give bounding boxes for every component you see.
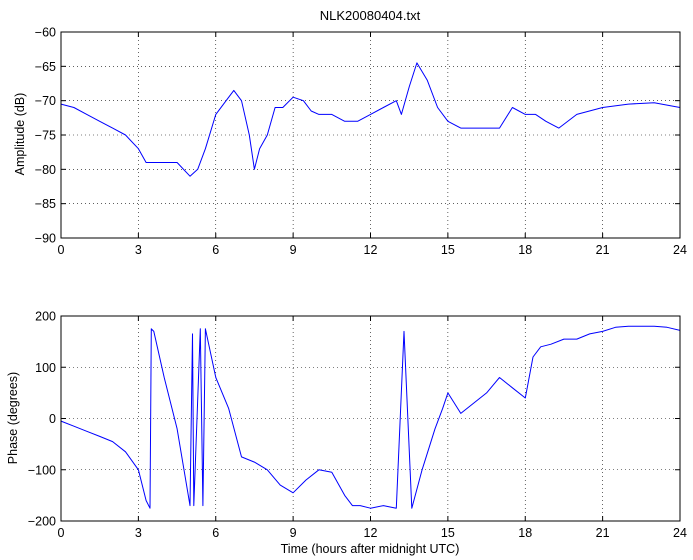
phase-y-axis-label: Phase (degrees) <box>6 372 20 464</box>
y-tick-label: −60 <box>35 26 56 40</box>
phase-panel: Phase (degrees) Time (hours after midnig… <box>6 310 687 557</box>
x-tick-label: 6 <box>212 243 219 257</box>
amplitude-y-axis-label: Amplitude (dB) <box>13 93 27 176</box>
y-tick-label: 100 <box>35 361 56 375</box>
x-tick-label: 0 <box>58 526 65 540</box>
phase-series-line <box>60 325 681 509</box>
x-tick-label: 24 <box>673 243 687 257</box>
x-tick-label: 6 <box>212 526 219 540</box>
y-tick-label: −65 <box>35 60 56 74</box>
chart-title: NLK20080404.txt <box>320 8 421 23</box>
phase-x-axis-label: Time (hours after midnight UTC) <box>281 542 460 556</box>
y-tick-label: 200 <box>35 310 56 324</box>
x-tick-label: 21 <box>596 526 610 540</box>
y-tick-label: −100 <box>28 463 56 477</box>
x-tick-label: 15 <box>441 243 455 257</box>
y-tick-label: −90 <box>35 232 56 246</box>
x-tick-label: 21 <box>596 243 610 257</box>
y-tick-label: 0 <box>49 412 56 426</box>
amplitude-series-line <box>60 62 681 177</box>
y-tick-label: −75 <box>35 129 56 143</box>
y-tick-label: −200 <box>28 515 56 529</box>
x-tick-label: 0 <box>58 243 65 257</box>
x-tick-label: 9 <box>290 243 297 257</box>
x-tick-label: 9 <box>290 526 297 540</box>
y-tick-label: −80 <box>35 163 56 177</box>
x-tick-label: 18 <box>518 243 532 257</box>
x-tick-label: 12 <box>364 243 378 257</box>
x-tick-label: 3 <box>135 243 142 257</box>
y-tick-label: −85 <box>35 197 56 211</box>
y-tick-label: −70 <box>35 94 56 108</box>
x-tick-label: 24 <box>673 526 687 540</box>
x-tick-label: 18 <box>518 526 532 540</box>
x-tick-label: 15 <box>441 526 455 540</box>
amplitude-panel: NLK20080404.txt Amplitude (dB) 0 3 6 9 12 15 1… <box>13 8 687 257</box>
x-tick-label: 3 <box>135 526 142 540</box>
x-tick-label: 12 <box>364 526 378 540</box>
